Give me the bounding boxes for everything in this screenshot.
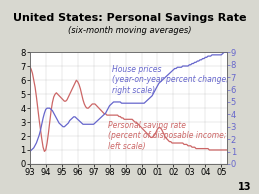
Text: 13: 13: [238, 182, 251, 192]
Text: United States: Personal Savings Rate: United States: Personal Savings Rate: [13, 13, 246, 23]
Text: House prices
(year-on-year percent change;
right scale): House prices (year-on-year percent chang…: [112, 65, 229, 95]
Text: (six-month moving averages): (six-month moving averages): [68, 26, 191, 35]
Text: Personal saving rate
(percent of disposable income;
left scale): Personal saving rate (percent of disposa…: [108, 121, 227, 151]
